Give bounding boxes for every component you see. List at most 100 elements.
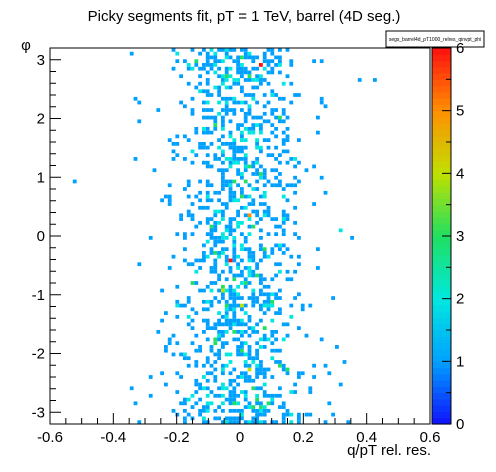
heatmap-bin — [259, 386, 263, 391]
colorbar-tick-label: 4 — [456, 165, 464, 182]
heatmap-bin — [266, 138, 271, 142]
heatmap-bin — [232, 190, 237, 195]
heatmap-bin — [289, 390, 294, 394]
heatmap-bin — [217, 416, 221, 421]
heatmap-bin — [209, 363, 214, 368]
heatmap-bin — [232, 228, 237, 233]
heatmap-bin — [259, 288, 263, 293]
heatmap-bin — [175, 341, 180, 346]
heatmap-bin — [262, 254, 267, 259]
heatmap-bin — [251, 303, 256, 308]
heatmap-bin — [217, 138, 221, 142]
heatmap-bin — [285, 408, 290, 413]
heatmap-bin — [217, 220, 221, 225]
heatmap-bin — [221, 115, 225, 120]
heatmap-bin — [221, 187, 225, 191]
heatmap-bin — [198, 89, 202, 94]
heatmap-bin — [243, 303, 248, 308]
heatmap-bin — [285, 183, 290, 188]
heatmap-bin — [259, 307, 263, 312]
heatmap-bin — [224, 307, 229, 312]
heatmap-bin — [232, 157, 237, 161]
heatmap-bin — [217, 348, 221, 353]
heatmap-bin — [255, 78, 259, 82]
heatmap-bin — [274, 126, 278, 131]
heatmap-bin — [243, 70, 248, 75]
heatmap-bin — [240, 66, 244, 71]
heatmap-bin — [205, 63, 210, 67]
heatmap-bin — [221, 126, 225, 131]
heatmap-bin — [232, 179, 237, 184]
heatmap-bin — [205, 81, 210, 86]
heatmap-bin — [205, 198, 210, 203]
colorbar-segment — [432, 204, 451, 212]
heatmap-bin — [240, 348, 244, 353]
heatmap-bin — [232, 100, 237, 105]
heatmap-bin — [194, 378, 199, 383]
heatmap-bin — [281, 232, 286, 236]
heatmap-bin — [278, 96, 282, 101]
heatmap-bin — [243, 397, 248, 402]
heatmap-bin — [274, 273, 278, 278]
heatmap-bin — [217, 59, 221, 64]
heatmap-bin — [281, 96, 286, 101]
heatmap-bin — [198, 258, 202, 263]
heatmap-bin — [247, 224, 252, 229]
heatmap-bin — [255, 172, 259, 176]
heatmap-bin — [217, 311, 221, 315]
heatmap-bin — [202, 251, 206, 255]
heatmap-bin — [209, 142, 214, 146]
heatmap-bin — [240, 269, 244, 274]
heatmap-bin — [270, 348, 275, 353]
heatmap-bin — [274, 337, 278, 342]
heatmap-bin — [357, 78, 362, 82]
heatmap-bin — [190, 262, 195, 267]
heatmap-bin — [236, 100, 240, 105]
heatmap-bin — [194, 333, 199, 338]
heatmap-bin — [179, 217, 183, 221]
heatmap-bin — [236, 284, 240, 289]
heatmap-bin — [198, 345, 202, 349]
heatmap-bin — [209, 93, 214, 97]
heatmap-bin — [213, 123, 218, 127]
heatmap-bin — [262, 51, 267, 56]
heatmap-bin — [266, 205, 271, 210]
heatmap-bin — [167, 202, 172, 206]
heatmap-bin — [236, 198, 240, 203]
heatmap-bin — [224, 168, 229, 173]
heatmap-bin — [175, 284, 180, 289]
heatmap-bin — [213, 258, 218, 263]
heatmap-bin — [255, 213, 259, 218]
heatmap-bin — [221, 386, 225, 391]
heatmap-bin — [198, 142, 202, 146]
heatmap-bin — [247, 104, 252, 109]
heatmap-bin — [209, 269, 214, 274]
heatmap-bin — [266, 179, 271, 184]
heatmap-bin — [274, 63, 278, 67]
heatmap-bin — [232, 239, 237, 244]
heatmap-bin — [202, 363, 206, 368]
heatmap-bin — [205, 401, 210, 406]
heatmap-bin — [251, 202, 256, 206]
heatmap-bin — [202, 142, 206, 146]
heatmap-bin — [232, 138, 237, 142]
heatmap-bin — [247, 194, 252, 199]
heatmap-bin — [270, 66, 275, 71]
heatmap-bin — [308, 390, 313, 394]
heatmap-bin — [217, 48, 221, 52]
heatmap-bin — [171, 254, 176, 259]
heatmap-bin — [270, 217, 275, 221]
colorbar-tick-label: 6 — [456, 40, 464, 57]
heatmap-bin — [240, 303, 244, 308]
heatmap-bin — [247, 111, 252, 116]
x-axis: -0.6 -0.4 -0.2 0 0.2 0.4 0.6 — [37, 413, 440, 446]
heatmap-bin — [240, 390, 244, 394]
heatmap-bin — [236, 59, 240, 64]
heatmap-bin — [217, 405, 221, 409]
heatmap-bin — [221, 209, 225, 214]
heatmap-bin — [194, 258, 199, 263]
heatmap-bin — [205, 386, 210, 391]
heatmap-bin — [217, 66, 221, 71]
heatmap-bin — [236, 81, 240, 86]
heatmap-bin — [259, 408, 263, 413]
